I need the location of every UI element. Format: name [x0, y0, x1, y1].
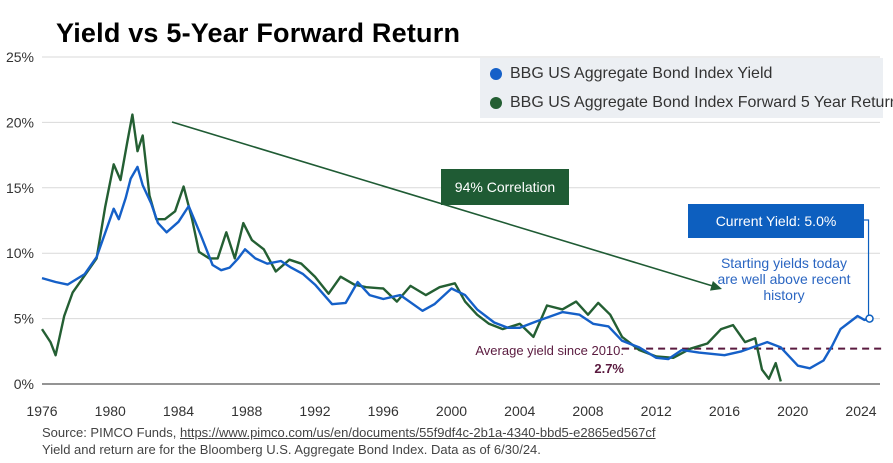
x-tick-label: 2020	[777, 403, 808, 419]
average-yield-label: Average yield since 2010:	[475, 343, 624, 358]
legend-return-label: BBG US Aggregate Bond Index Forward 5 Ye…	[510, 94, 893, 111]
footer: Source: PIMCO Funds, https://www.pimco.c…	[42, 424, 656, 458]
current-yield-connector	[864, 219, 870, 315]
x-tick-label: 2024	[845, 403, 876, 419]
x-tick-label: 1976	[26, 403, 57, 419]
correlation-arrow-head	[710, 281, 722, 291]
y-tick-label: 25%	[6, 49, 34, 65]
y-tick-label: 0%	[14, 376, 34, 392]
source-prefix: Source: PIMCO Funds,	[42, 425, 180, 440]
starting-yields-note: Starting yields today are well above rec…	[717, 255, 851, 303]
x-tick-label: 2008	[572, 403, 603, 419]
y-tick-label: 5%	[14, 311, 34, 327]
x-tick-label: 2012	[641, 403, 672, 419]
x-tick-label: 1984	[163, 403, 194, 419]
chart-title: Yield vs 5-Year Forward Return	[56, 18, 461, 48]
source-line: Source: PIMCO Funds, https://www.pimco.c…	[42, 424, 656, 441]
average-yield-value: 2.7%	[594, 361, 624, 376]
x-tick-label: 2016	[709, 403, 740, 419]
x-tick-label: 2000	[436, 403, 467, 419]
x-axis-ticks: 1976 1980 1984 1988 1992 1996 2000 2004 2008 2012…	[26, 403, 876, 419]
x-tick-label: 1988	[231, 403, 262, 419]
legend: BBG US Aggregate Bond Index Yield BBG US…	[480, 58, 893, 118]
y-tick-label: 20%	[6, 114, 34, 130]
source-link[interactable]: https://www.pimco.com/us/en/documents/55…	[180, 425, 656, 440]
current-yield-label: Current Yield: 5.0%	[688, 204, 864, 238]
x-tick-label: 1992	[299, 403, 330, 419]
current-yield-marker	[865, 314, 874, 323]
legend-yield-label: BBG US Aggregate Bond Index Yield	[510, 65, 773, 82]
legend-item-yield: BBG US Aggregate Bond Index Yield	[490, 62, 772, 86]
data-note: Yield and return are for the Bloomberg U…	[42, 442, 541, 457]
x-tick-label: 1980	[95, 403, 126, 419]
x-tick-label: 2004	[504, 403, 535, 419]
x-tick-label: 1996	[368, 403, 399, 419]
y-tick-label: 10%	[6, 245, 34, 261]
y-axis-ticks: 0% 5% 10% 15% 20% 25%	[6, 49, 34, 392]
series-forward-return	[40, 113, 782, 382]
y-tick-label: 15%	[6, 180, 34, 196]
correlation-label: 94% Correlation	[441, 169, 569, 205]
legend-return-dot-icon	[490, 97, 502, 109]
legend-item-return: BBG US Aggregate Bond Index Forward 5 Ye…	[490, 91, 893, 115]
legend-yield-dot-icon	[490, 68, 502, 80]
series-yield	[41, 165, 870, 370]
